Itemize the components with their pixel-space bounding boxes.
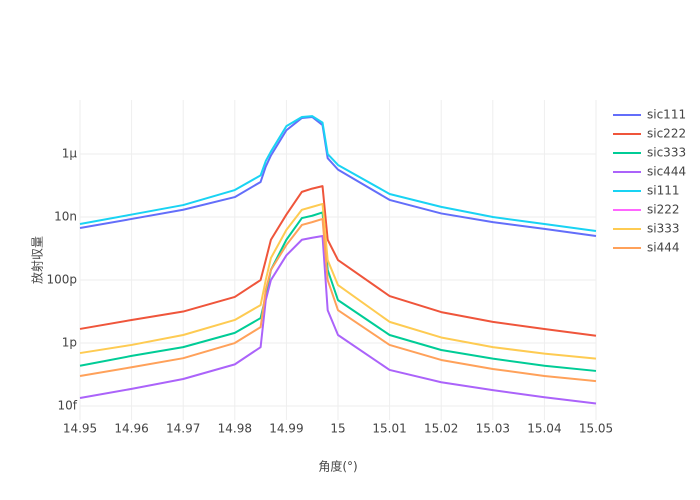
legend-label: sic333 xyxy=(647,146,686,160)
series-line xyxy=(79,217,597,383)
legend-label: si444 xyxy=(647,241,680,255)
x-tick-label: 14.95 xyxy=(63,422,97,436)
legend-label: si333 xyxy=(647,222,680,236)
x-tick-label: 15.01 xyxy=(372,422,406,436)
y-tick-label: 1μ xyxy=(62,147,78,161)
legend-label: si222 xyxy=(647,203,680,217)
x-tick-label: 14.96 xyxy=(114,422,148,436)
x-tick-label: 15 xyxy=(330,422,345,436)
series-line xyxy=(79,185,597,337)
x-tick-label: 14.97 xyxy=(166,422,200,436)
y-tick-label: 100p xyxy=(46,273,77,287)
legend-label: sic111 xyxy=(647,108,686,122)
x-axis-title: 角度(°) xyxy=(318,459,357,474)
x-tick-label: 14.98 xyxy=(218,422,252,436)
series-line xyxy=(79,115,597,233)
legend-label: sic444 xyxy=(647,165,686,179)
series-line xyxy=(79,235,597,405)
x-tick-label: 14.99 xyxy=(269,422,303,436)
x-tick-label: 15.04 xyxy=(527,422,561,436)
x-tick-label: 15.05 xyxy=(579,422,613,436)
series-line xyxy=(79,202,597,360)
y-tick-label: 10n xyxy=(54,210,77,224)
x-tick-label: 15.02 xyxy=(424,422,458,436)
legend-label: si111 xyxy=(647,184,680,198)
y-tick-label: 1p xyxy=(62,336,77,350)
series-line xyxy=(79,211,597,372)
legend-label: sic222 xyxy=(647,127,686,141)
y-axis-title: 放射収量 xyxy=(30,236,45,284)
x-tick-label: 15.03 xyxy=(476,422,510,436)
y-tick-label: 10f xyxy=(58,399,78,413)
